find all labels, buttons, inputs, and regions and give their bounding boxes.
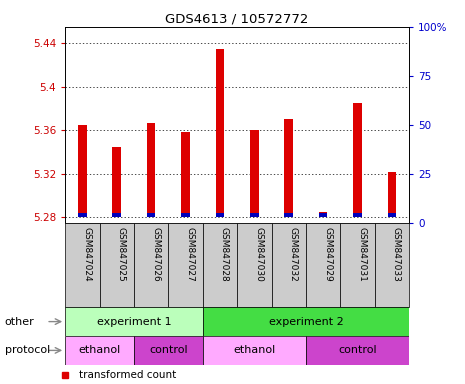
Text: ethanol: ethanol <box>233 345 275 356</box>
Bar <box>203 307 409 336</box>
Bar <box>306 223 340 307</box>
Bar <box>272 223 306 307</box>
Bar <box>147 122 155 214</box>
Text: GSM847029: GSM847029 <box>323 227 332 282</box>
Text: GSM847025: GSM847025 <box>117 227 126 282</box>
Bar <box>285 214 293 217</box>
Bar <box>237 223 272 307</box>
Bar <box>168 223 203 307</box>
Bar <box>65 223 100 307</box>
Bar <box>250 130 259 214</box>
Bar <box>78 125 86 214</box>
Text: control: control <box>338 345 377 356</box>
Text: GSM847033: GSM847033 <box>392 227 401 282</box>
Text: GSM847024: GSM847024 <box>82 227 91 281</box>
Bar <box>203 223 237 307</box>
Bar <box>100 223 134 307</box>
Text: protocol: protocol <box>5 345 50 356</box>
Bar <box>113 214 121 217</box>
Text: experiment 2: experiment 2 <box>269 316 343 327</box>
Bar <box>285 119 293 214</box>
Text: other: other <box>5 316 34 327</box>
Title: GDS4613 / 10572772: GDS4613 / 10572772 <box>166 13 309 26</box>
Bar <box>250 214 259 217</box>
Bar <box>181 214 190 217</box>
Text: GSM847031: GSM847031 <box>358 227 366 282</box>
Text: control: control <box>149 345 188 356</box>
Bar <box>388 214 396 217</box>
Bar <box>306 336 409 365</box>
Text: GSM847027: GSM847027 <box>186 227 194 282</box>
Text: GSM847028: GSM847028 <box>220 227 229 282</box>
Bar <box>319 212 327 214</box>
Bar <box>388 172 396 214</box>
Bar <box>65 336 134 365</box>
Bar <box>113 147 121 214</box>
Text: GSM847026: GSM847026 <box>151 227 160 282</box>
Bar <box>147 214 155 217</box>
Bar <box>203 336 306 365</box>
Bar <box>216 49 224 214</box>
Text: GSM847032: GSM847032 <box>289 227 298 282</box>
Bar <box>375 223 409 307</box>
Text: ethanol: ethanol <box>79 345 120 356</box>
Text: experiment 1: experiment 1 <box>97 316 171 327</box>
Bar <box>134 336 203 365</box>
Bar <box>181 132 190 214</box>
Bar <box>353 103 362 214</box>
Bar <box>353 214 362 217</box>
Text: GSM847030: GSM847030 <box>254 227 263 282</box>
Bar <box>216 214 224 217</box>
Bar <box>340 223 375 307</box>
Bar <box>319 214 327 217</box>
Bar <box>65 307 203 336</box>
Bar <box>78 214 86 217</box>
Text: transformed count: transformed count <box>79 370 176 380</box>
Bar <box>134 223 168 307</box>
